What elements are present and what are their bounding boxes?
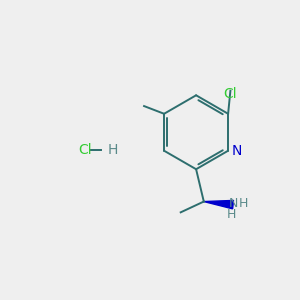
Polygon shape (204, 200, 233, 209)
Text: N: N (229, 197, 239, 210)
Text: N: N (232, 144, 242, 158)
Text: H: H (239, 196, 248, 210)
Text: H: H (108, 143, 118, 157)
Text: H: H (227, 208, 236, 221)
Text: Cl: Cl (78, 143, 92, 157)
Text: Cl: Cl (224, 87, 237, 101)
